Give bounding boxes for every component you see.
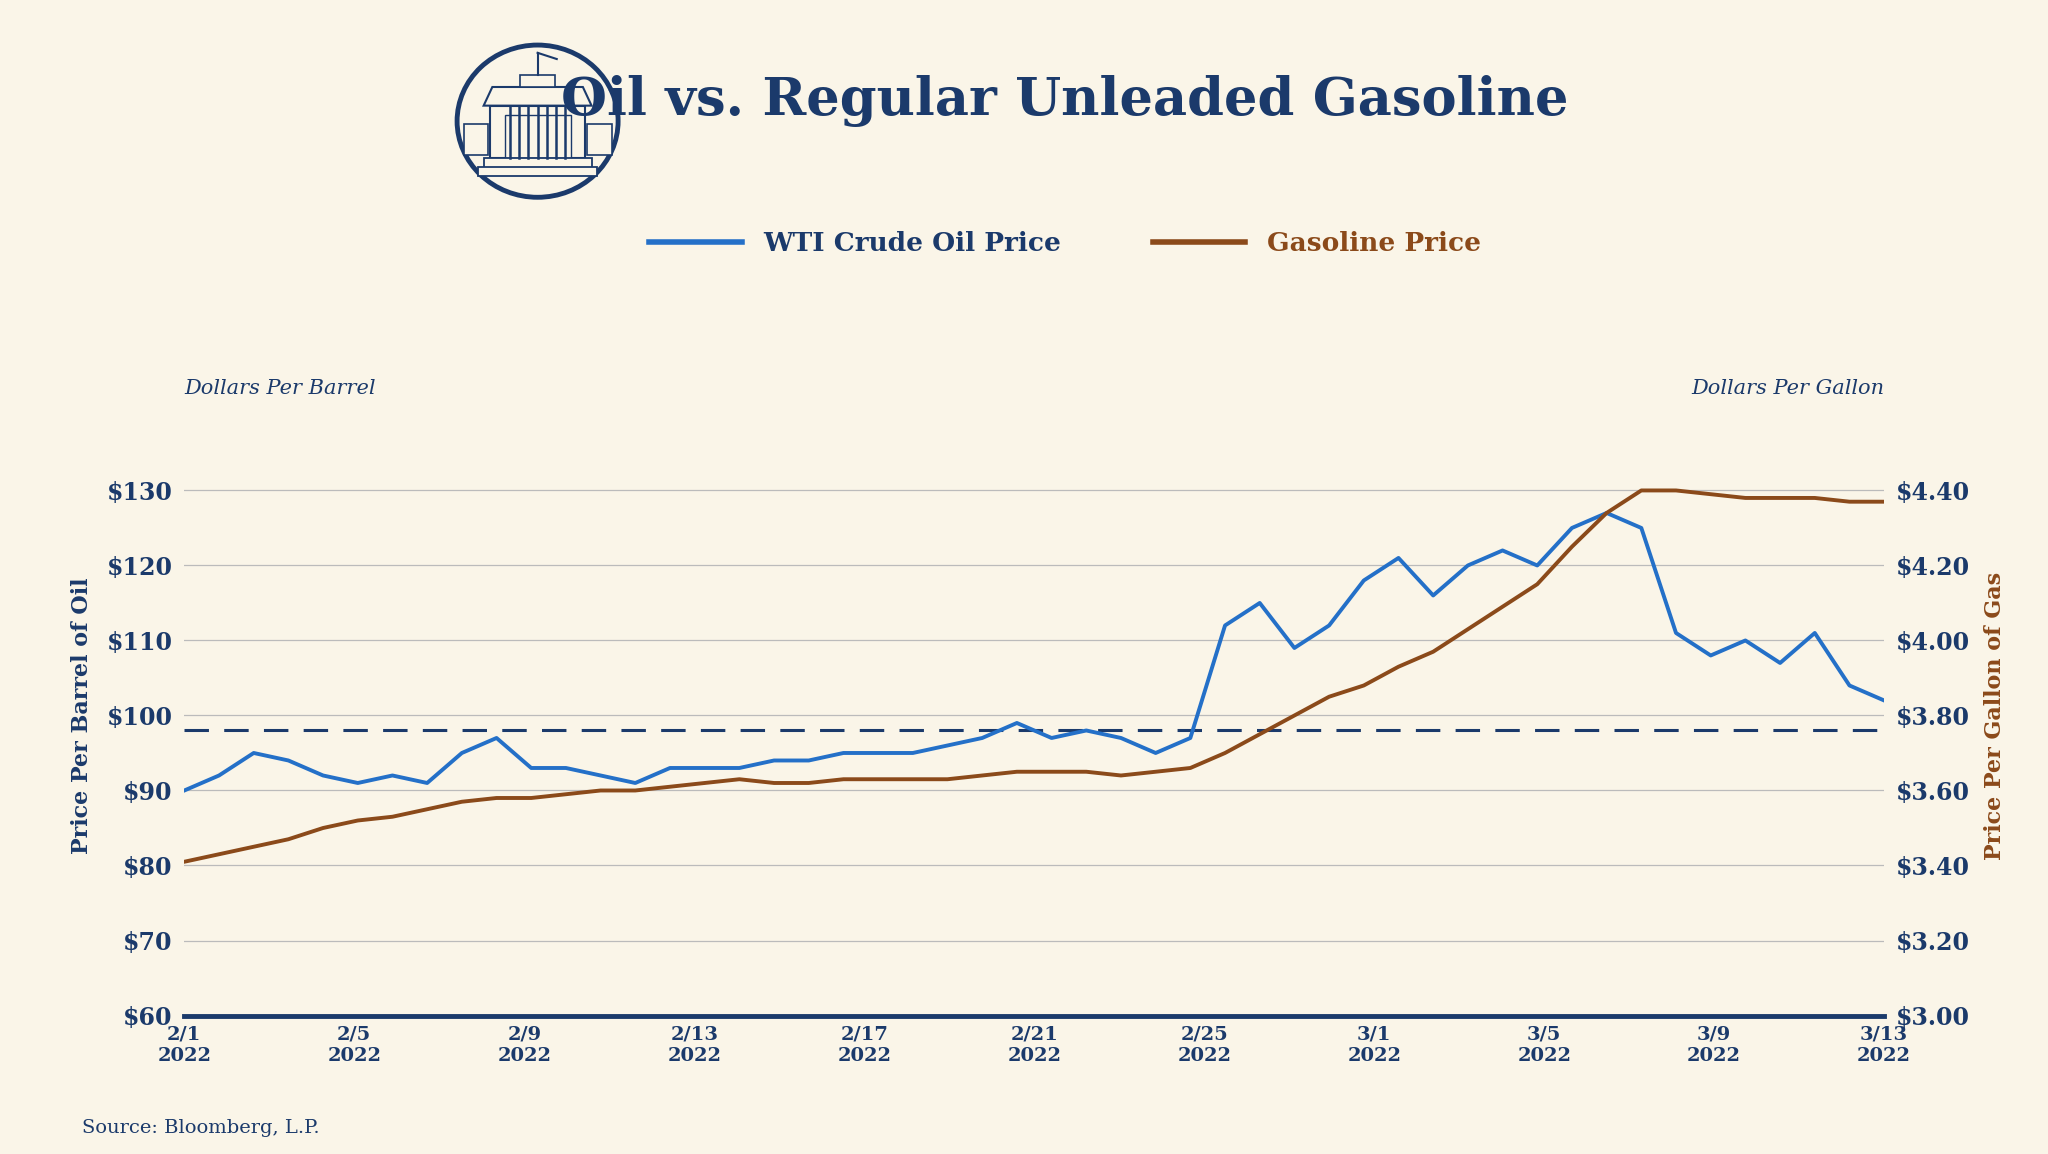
FancyBboxPatch shape [489,106,586,158]
FancyBboxPatch shape [483,158,592,167]
Y-axis label: Price Per Gallon of Gas: Price Per Gallon of Gas [1985,571,2005,860]
FancyBboxPatch shape [504,115,571,158]
Text: Oil vs. Regular Unleaded Gasoline: Oil vs. Regular Unleaded Gasoline [561,75,1569,127]
Text: Dollars Per Gallon: Dollars Per Gallon [1692,380,1884,398]
Polygon shape [483,87,592,106]
FancyBboxPatch shape [479,167,596,175]
Legend: WTI Crude Oil Price, Gasoline Price: WTI Crude Oil Price, Gasoline Price [639,220,1491,267]
FancyBboxPatch shape [463,125,487,156]
FancyBboxPatch shape [588,125,612,156]
Text: Source: Bloomberg, L.P.: Source: Bloomberg, L.P. [82,1118,319,1137]
Text: Dollars Per Barrel: Dollars Per Barrel [184,380,377,398]
Y-axis label: Price Per Barrel of Oil: Price Per Barrel of Oil [70,577,92,854]
Ellipse shape [457,45,618,197]
FancyBboxPatch shape [520,75,555,87]
